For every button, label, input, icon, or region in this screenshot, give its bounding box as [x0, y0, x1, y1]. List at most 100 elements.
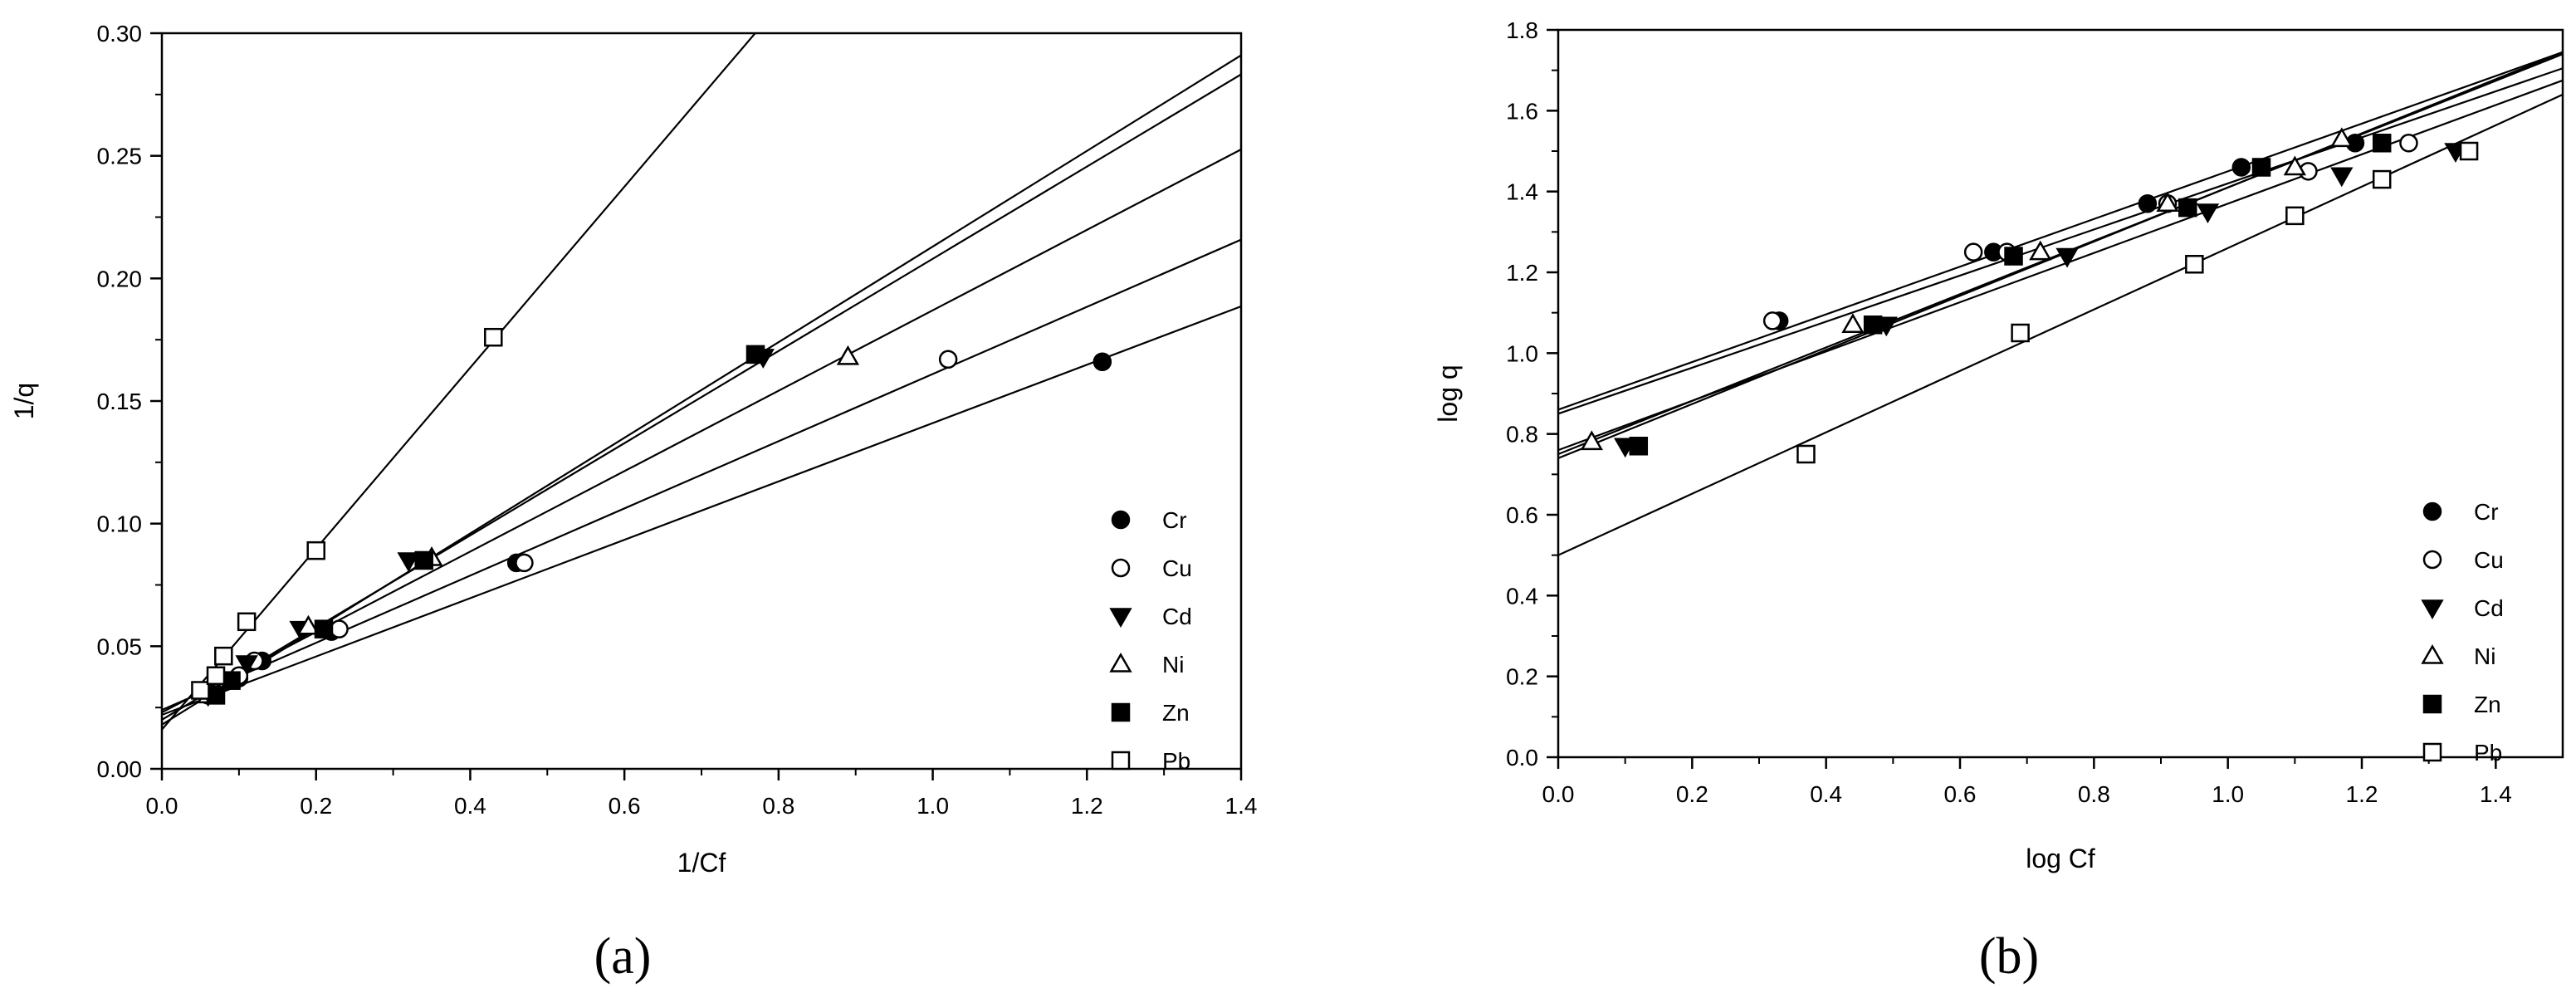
chart-panel-a: 0.0 0.2 0.4 0.6 0.8 1.0 1.2 1.4 0.00 0.05 0.10 0.15… — [9, 21, 1258, 985]
legend-marker-cd — [2421, 599, 2444, 620]
y-tick-label: 0.2 — [1506, 664, 1538, 690]
data-point-pb — [214, 646, 233, 666]
data-point-pb — [2459, 141, 2479, 161]
x-tick-label: 0.6 — [609, 793, 641, 819]
fit-line-cr — [162, 305, 1241, 717]
y-tick-label: 0.15 — [97, 389, 143, 414]
x-tick-label: 0.6 — [1944, 781, 1977, 807]
fit-line-cu — [1558, 67, 2563, 415]
legend-marker-cd — [1109, 608, 1132, 629]
data-point-ni — [1841, 313, 1865, 334]
y-tick-label: 1.8 — [1506, 17, 1538, 43]
legend-label-cu: Cu — [2474, 547, 2504, 573]
data-point-ni — [296, 614, 320, 635]
data-point-ni — [2029, 240, 2052, 261]
data-points — [1580, 127, 2479, 464]
data-point-zn — [206, 686, 226, 705]
panel-label: (a) — [594, 928, 652, 985]
y-tick-label: 1.4 — [1506, 179, 1538, 205]
legend-marker-cr — [2422, 501, 2442, 521]
data-point-cr — [1092, 352, 1112, 371]
data-point-zn — [2178, 198, 2197, 218]
data-point-zn — [1629, 437, 1649, 456]
legend-label-cu: Cu — [1162, 555, 1192, 581]
y-axis-label: 1/q — [9, 383, 39, 419]
data-point-zn — [414, 550, 433, 570]
data-point-ni — [2330, 127, 2354, 148]
x-tick-label: 1.0 — [917, 793, 949, 819]
fit-line-pb — [162, 33, 757, 731]
data-point-pb — [2185, 255, 2204, 274]
y-tick-label: 0.0 — [1506, 745, 1538, 770]
legend-label-cr: Cr — [2474, 499, 2499, 525]
legend-marker-cu — [2422, 550, 2442, 570]
x-tick-label: 0.2 — [1676, 781, 1708, 807]
x-tick-label: 0.4 — [1810, 781, 1842, 807]
y-tick-label: 1.6 — [1506, 98, 1538, 124]
legend: Cr Cu Cd Ni Zn Pb — [2421, 499, 2504, 766]
legend-label-pb: Pb — [2474, 740, 2502, 766]
y-tick-label: 0.00 — [97, 756, 143, 782]
panel-label: (b) — [1979, 928, 2039, 985]
y-tick-label: 1.0 — [1506, 340, 1538, 366]
legend-label-cd: Cd — [1162, 604, 1192, 629]
fit-line-cu — [162, 238, 1241, 712]
legend-label-ni: Ni — [2474, 643, 2495, 669]
data-point-ni — [1580, 430, 1603, 451]
legend-label-zn: Zn — [2474, 692, 2501, 717]
data-point-cu — [938, 350, 958, 369]
data-point-pb — [2011, 323, 2030, 343]
data-point-pb — [484, 327, 503, 347]
x-axis-label: log Cf — [2026, 844, 2095, 873]
y-tick-label: 0.10 — [97, 511, 143, 537]
x-tick-label: 1.4 — [2480, 781, 2512, 807]
data-point-zn — [1863, 316, 1883, 335]
x-tick-label: 0.8 — [2078, 781, 2110, 807]
data-point-zn — [2372, 134, 2392, 153]
data-point-pb — [2372, 169, 2392, 189]
fit-lines — [1558, 51, 2563, 556]
data-point-cu — [2399, 134, 2418, 153]
legend-marker-ni — [1109, 652, 1132, 673]
legend: Cr Cu Cd Ni Zn Pb — [1109, 507, 1192, 774]
legend-marker-zn — [1111, 702, 1131, 722]
data-point-zn — [222, 671, 241, 690]
y-tick-label: 0.05 — [97, 633, 143, 659]
data-point-cd — [2330, 167, 2354, 188]
y-tick-label: 1.2 — [1506, 260, 1538, 286]
legend-label-cr: Cr — [1162, 507, 1187, 533]
y-tick-label: 0.4 — [1506, 583, 1538, 609]
data-point-zn — [2004, 247, 2023, 266]
data-point-cd — [2196, 203, 2220, 224]
y-tick-label: 0.25 — [97, 144, 143, 169]
plot-frame — [160, 32, 1243, 770]
legend-marker-zn — [2422, 694, 2442, 714]
data-point-cu — [1762, 311, 1782, 330]
data-point-zn — [314, 619, 334, 638]
legend-label-zn: Zn — [1162, 700, 1190, 726]
data-point-pb — [306, 541, 325, 560]
data-point-zn — [2251, 158, 2271, 177]
fit-line-cr — [1558, 51, 2563, 411]
y-tick-label: 0.30 — [97, 21, 143, 46]
x-tick-label: 1.2 — [1071, 793, 1103, 819]
legend-marker-cu — [1111, 558, 1131, 578]
legend-label-pb: Pb — [1162, 748, 1190, 774]
data-point-pb — [1796, 444, 1816, 464]
data-point-cr — [2138, 194, 2158, 213]
legend-marker-cr — [1111, 510, 1131, 530]
x-tick-label: 1.2 — [2346, 781, 2378, 807]
chart-panel-b: 0.0 0.2 0.4 0.6 0.8 1.0 1.2 1.4 0.0 0.2 0.4 0.6 0.8 1… — [1433, 17, 2564, 985]
data-point-ni — [2283, 155, 2306, 176]
fit-line-zn — [162, 54, 1241, 726]
x-tick-label: 1.4 — [1225, 793, 1258, 819]
data-point-cd — [2055, 247, 2079, 268]
data-point-cr — [2231, 158, 2251, 177]
data-point-cu — [515, 553, 534, 573]
x-axis-label: 1/Cf — [677, 848, 726, 878]
y-tick-label: 0.8 — [1506, 422, 1538, 448]
legend-marker-pb — [2422, 742, 2442, 762]
data-point-pb — [206, 666, 226, 686]
data-point-cu — [1963, 242, 1983, 262]
